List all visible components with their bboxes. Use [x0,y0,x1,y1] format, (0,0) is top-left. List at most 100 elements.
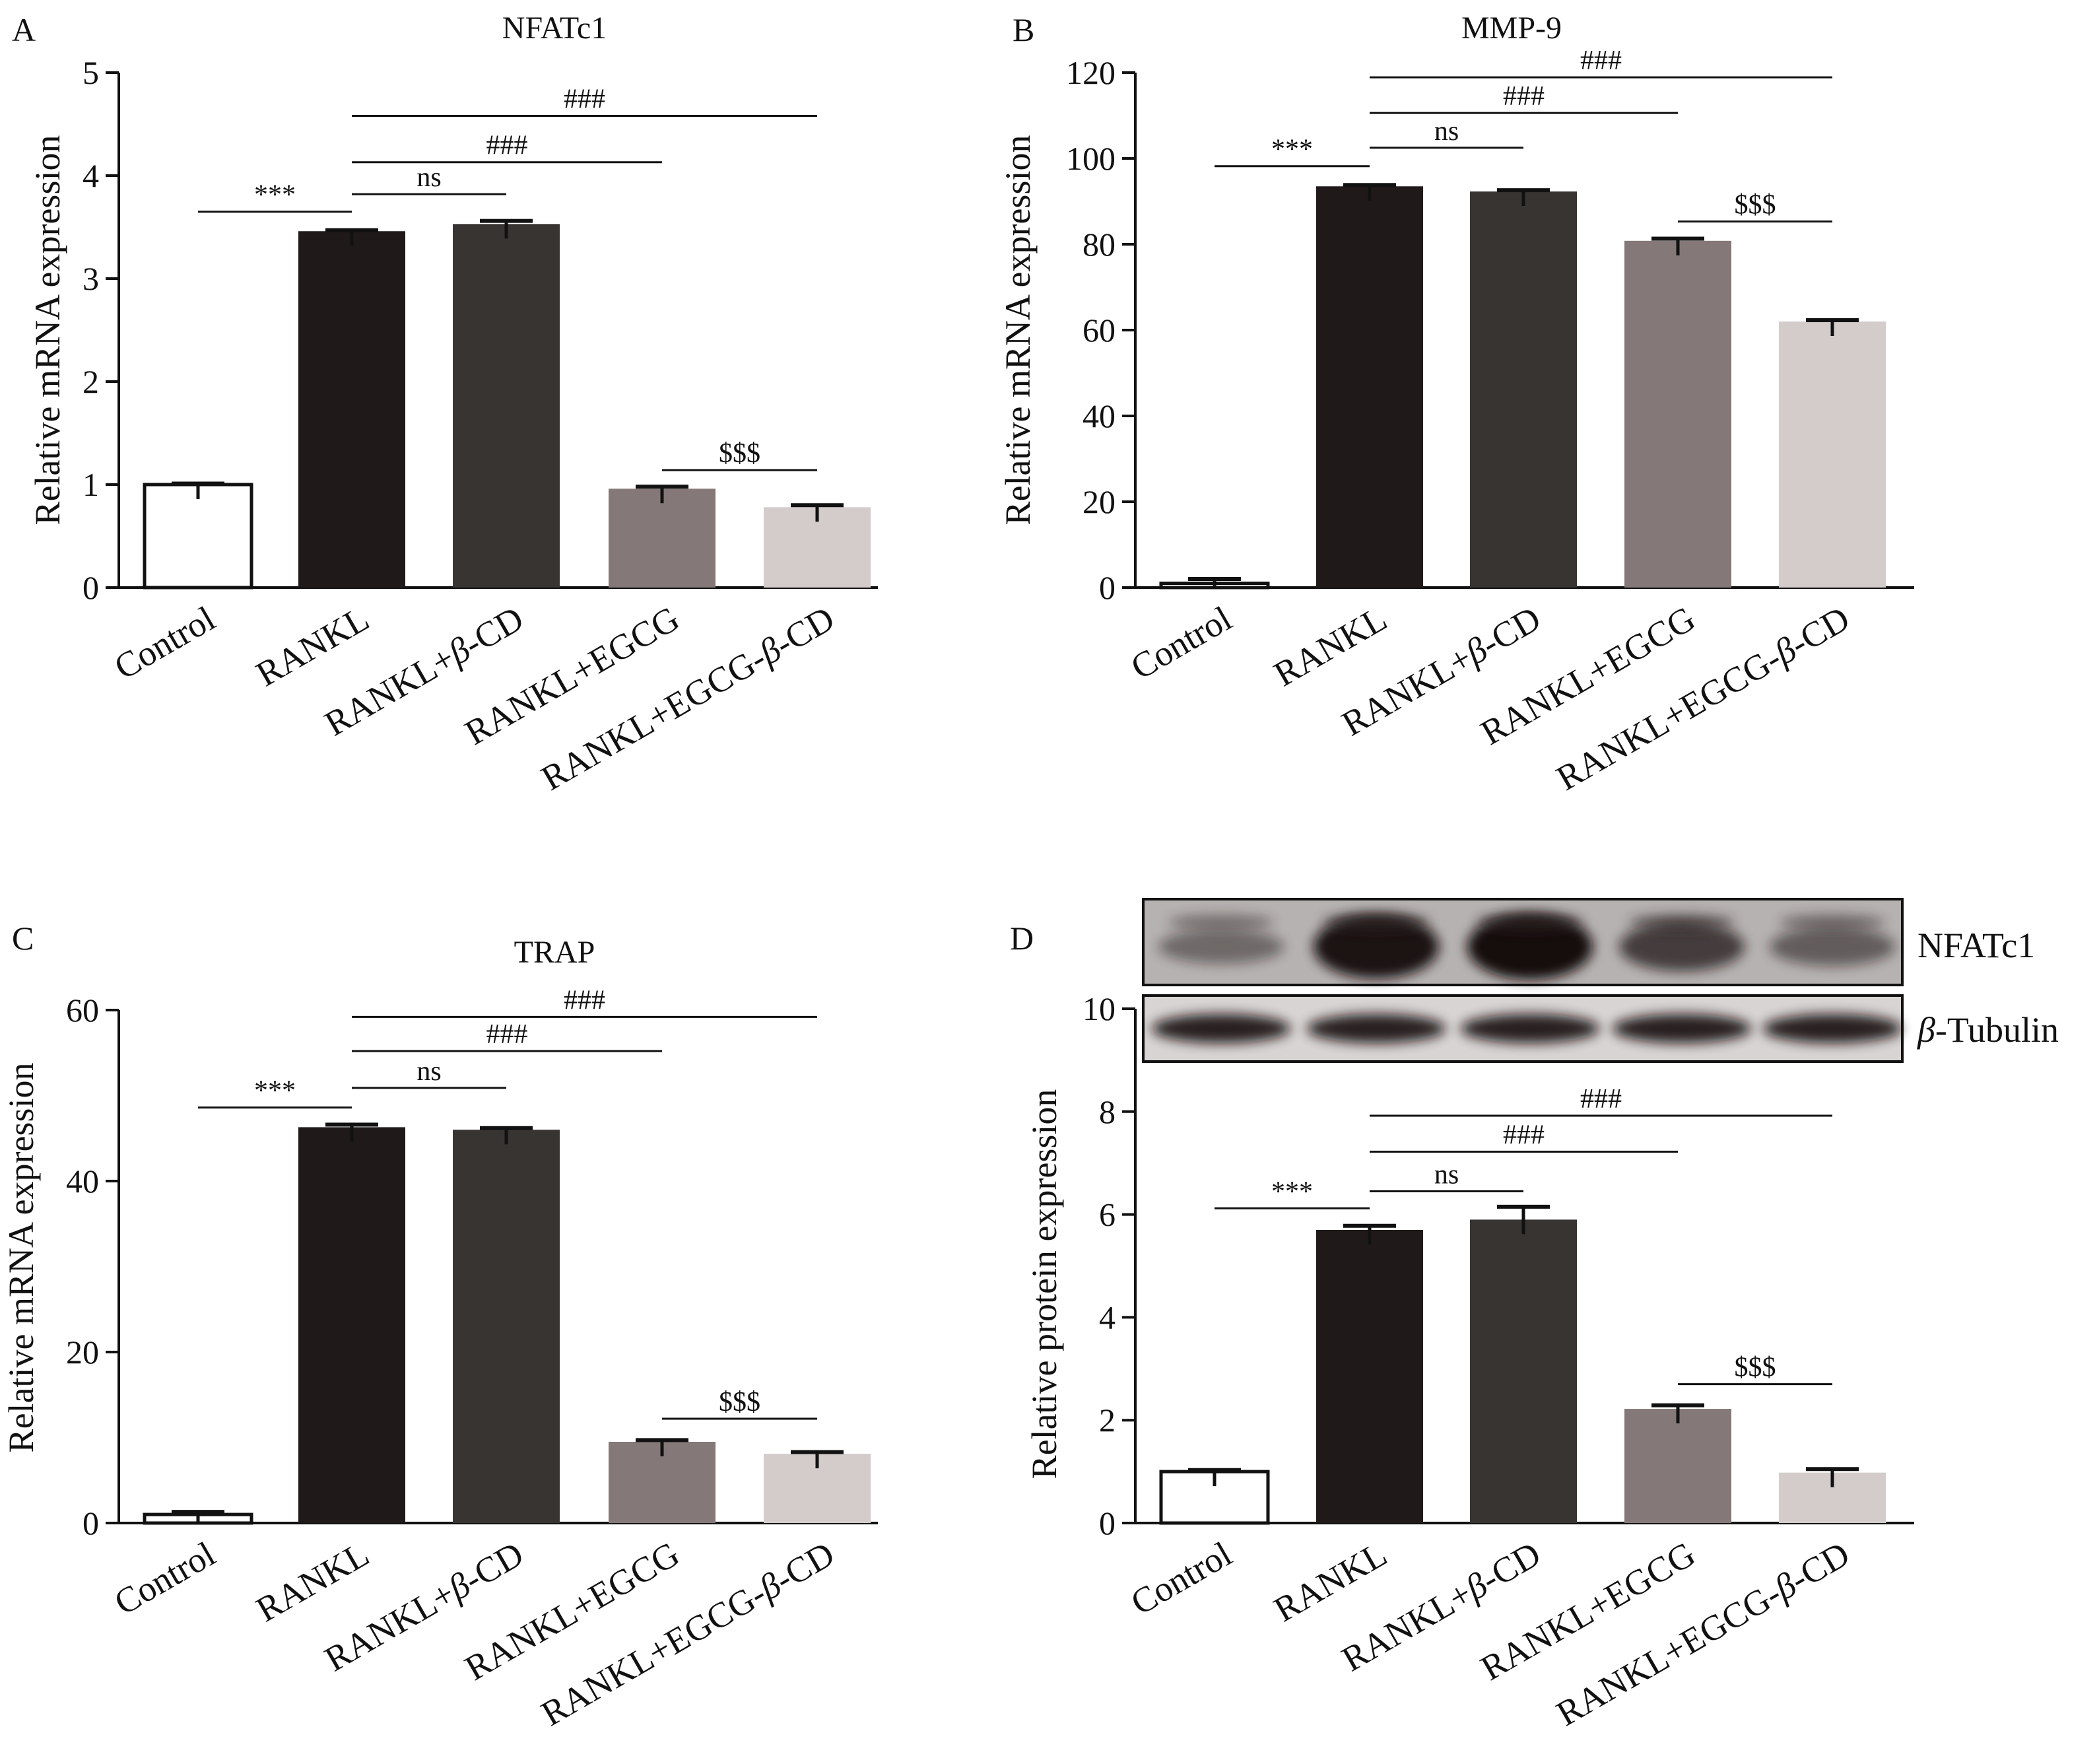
y-tick-label: 4 [1099,1299,1116,1336]
significance-label: *** [254,180,296,211]
significance-label: ns [416,1056,441,1087]
western-blot: NFATc1 β-Tubulin [1142,898,2059,1063]
y-tick-label: 8 [1099,1093,1116,1130]
y-tick-label: 0 [83,1505,99,1542]
significance-label: ns [1434,1160,1459,1190]
significance-label: *** [254,1076,296,1106]
significance-label: ### [1503,1120,1545,1151]
bar-3 [453,224,560,588]
x-tick-label: Control [108,598,222,687]
significance-label: $$$ [1735,1353,1776,1383]
y-tick-label: 5 [83,54,99,91]
x-tick-label: RANKL+EGCG-β-CD [1550,598,1856,798]
panel-c: C TRAP Relative mRNA expression 0 20 40 60 C… [1,920,878,1734]
significance-label: $$$ [719,438,760,469]
blot-band [1158,930,1284,964]
x-tick-label: Control [1124,598,1238,687]
bar-3 [453,1130,560,1523]
bar-3 [1470,1219,1577,1523]
blot-band [1152,1014,1290,1043]
bar-1 [143,483,253,590]
significance-label: ### [1503,81,1545,112]
y-tick-label: 2 [1099,1402,1116,1439]
y-tick-label: 6 [1099,1196,1116,1233]
y-tick-label: 40 [1083,397,1116,434]
significance-label: ns [1434,116,1459,147]
significance-label: ### [564,985,605,1015]
y-tick-label: 1 [83,466,99,503]
significance-label: ns [416,162,441,193]
panel-label: D [1010,920,1034,957]
panel-b: B MMP-9 Relative mRNA expression 0 20 40 60… [998,11,1914,798]
y-tick-label: 0 [83,569,99,606]
x-tick-label: RANKL [250,598,376,694]
significance-label: $$$ [719,1387,760,1417]
bar-4 [609,489,716,588]
significance-label: *** [1271,1176,1313,1207]
y-axis-label: Relative protein expression [1024,1089,1064,1479]
x-tick-label: RANKL [1267,1534,1393,1629]
y-tick-label: 20 [1083,483,1116,520]
panel-a: A NFATc1 Relative mRNA expression 0 1 2 3 4 5… [12,11,878,798]
y-tick-label: 0 [1099,1505,1116,1542]
blot-band [1780,914,1885,930]
x-tick-label: RANKL+EGCG-β-CD [1550,1534,1856,1734]
blot-band [1314,914,1439,979]
y-tick-label: 10 [1083,990,1116,1027]
blot-band [1461,1014,1599,1043]
blot-band [1477,914,1583,930]
significance-label: ### [564,85,605,115]
y-tick-label: 2 [83,363,99,400]
x-tick-label: RANKL [1267,598,1393,694]
blot-band [1629,914,1735,930]
bar-5 [1779,322,1886,588]
blot-band [1619,922,1745,972]
blot-band [1168,914,1274,930]
bar-2 [1316,186,1423,588]
bar-2 [1316,1229,1423,1523]
blot-band [1323,914,1429,930]
x-tick-label: RANKL+EGCG-β-CD [535,598,841,798]
y-tick-label: 100 [1066,140,1116,177]
x-tick-label: Control [108,1534,222,1622]
bar-2 [298,231,405,588]
y-tick-label: 60 [66,992,99,1029]
significance-label: ### [1580,46,1622,76]
significance-label: *** [1271,135,1313,165]
bar-4 [1624,1409,1731,1523]
panel-label: A [12,11,36,48]
y-tick-label: 120 [1066,54,1116,91]
chart-title: TRAP [514,935,595,970]
y-axis-label: Relative mRNA expression [28,135,67,526]
bar-2 [298,1127,405,1523]
significance-label: $$$ [1735,190,1776,220]
y-axis-label: Relative mRNA expression [998,135,1038,526]
blot-band [1307,1014,1446,1043]
y-tick-label: 3 [83,260,99,297]
panel-label: C [12,920,34,957]
x-tick-label: RANKL [250,1534,376,1629]
y-tick-label: 40 [66,1163,99,1200]
blot-band [1613,1014,1751,1043]
x-tick-label: RANKL+EGCG-β-CD [535,1534,841,1734]
y-tick-label: 80 [1083,226,1116,263]
blot-band [1763,1014,1902,1043]
blot-label-beta-tubulin: β-Tubulin [1917,1010,2059,1050]
y-axis-label: Relative mRNA expression [1,1063,41,1453]
bar-3 [1470,191,1577,588]
y-tick-label: 20 [66,1334,99,1371]
y-tick-label: 0 [1099,569,1116,606]
panel-d: D Relative protein expression NFATc1 β-Tu… [1010,898,2059,1734]
chart-title: NFATc1 [502,11,607,46]
significance-label: ### [486,131,528,161]
chart-title: MMP-9 [1461,11,1562,46]
y-tick-label: 60 [1083,312,1116,349]
blot-label-nfatc1: NFATc1 [1917,926,2035,965]
significance-label: ### [486,1019,528,1050]
significance-label: ### [1580,1084,1622,1114]
bar-4 [1624,240,1731,588]
y-tick-label: 4 [83,157,99,194]
blot-band [1467,914,1593,980]
